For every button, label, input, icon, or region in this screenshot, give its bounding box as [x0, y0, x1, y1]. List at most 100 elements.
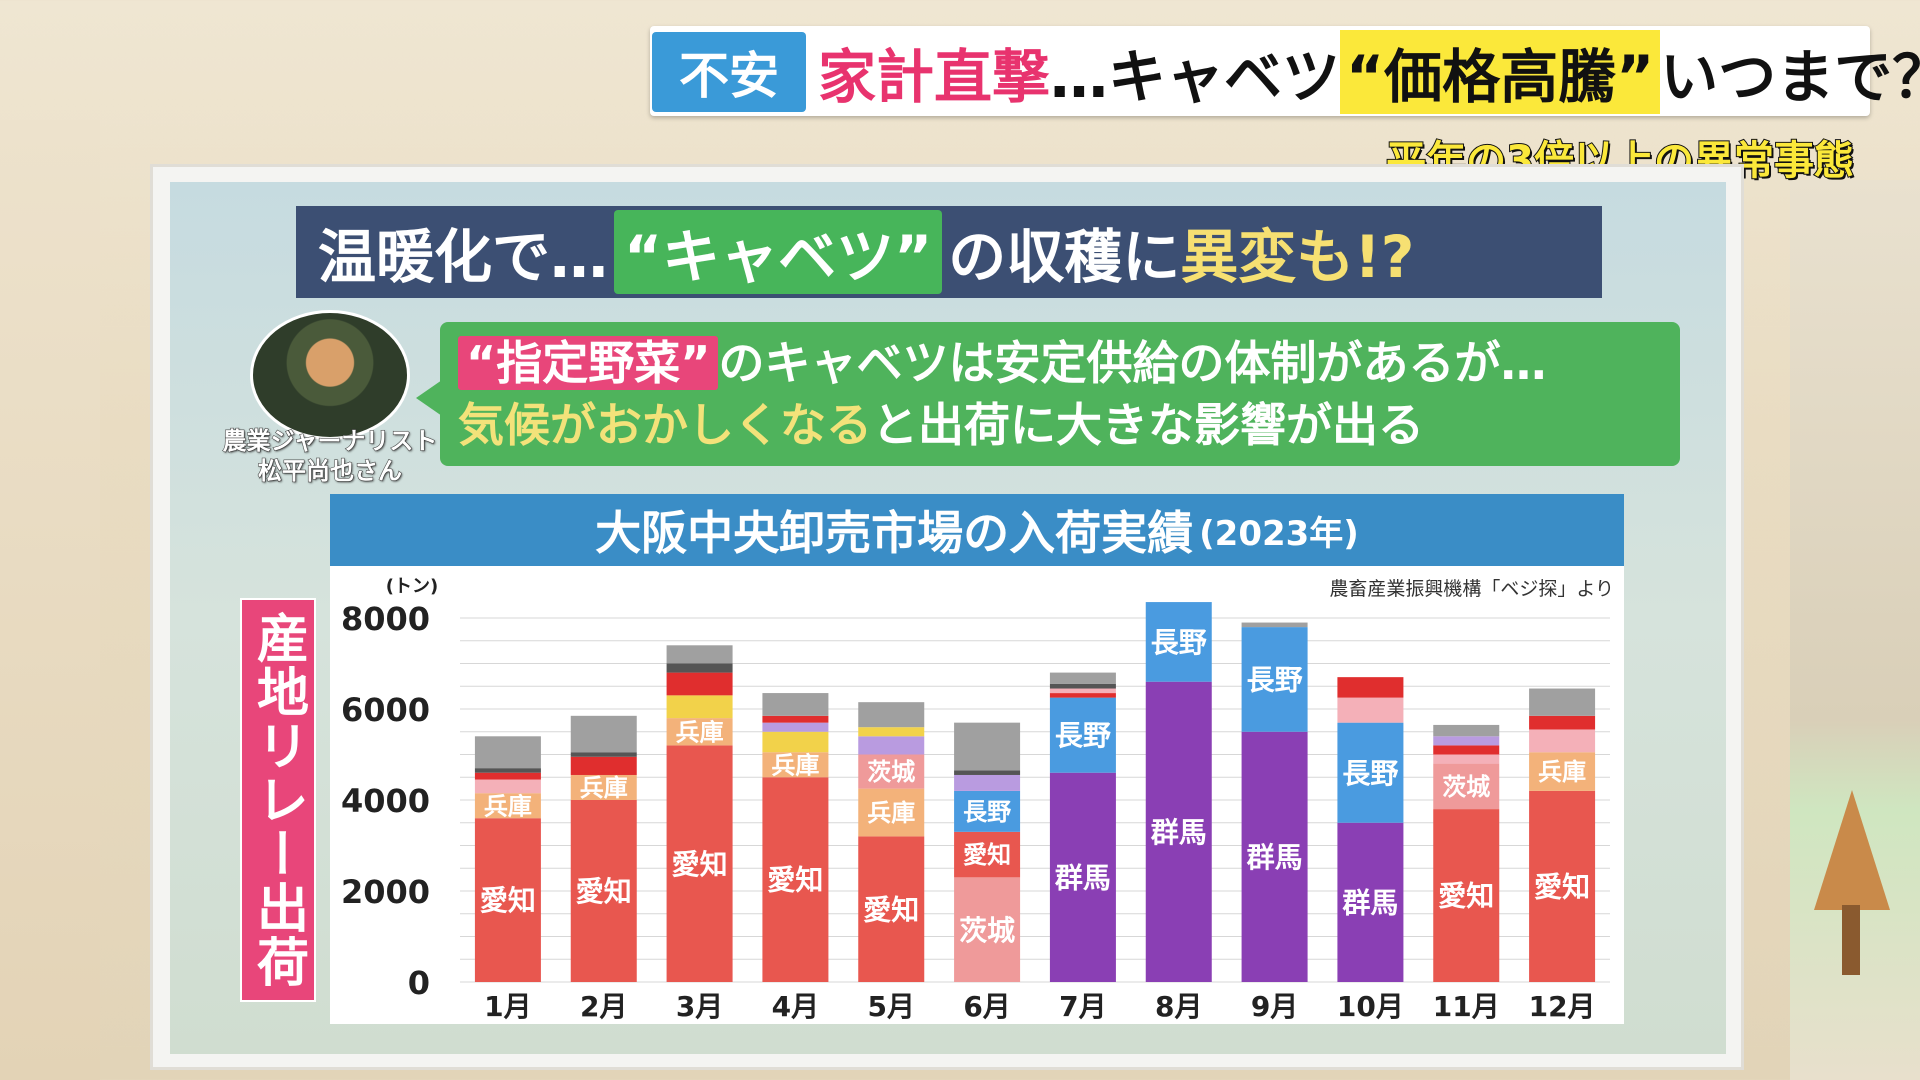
- topic-badge: 不安: [652, 32, 806, 112]
- relay-label: 産地リレー出荷: [240, 598, 316, 1002]
- bar-segment: [570, 752, 637, 757]
- bar-segment-label: 群馬: [1055, 861, 1111, 894]
- bar-segment: [666, 663, 733, 673]
- board-title-highlight2: 異変も!?: [1180, 223, 1415, 291]
- speech-line2-highlight: 気候がおかしくなる: [458, 398, 872, 452]
- bar-segment-label: 愛知: [863, 893, 919, 926]
- bar-segment-label: 兵庫: [484, 792, 532, 820]
- bar-segment: [666, 645, 733, 664]
- headline-telop: [650, 26, 1870, 116]
- speech-bubble: “指定野菜” のキャベツは安定供給の体制があるが… 気候がおかしくなると出荷に大き…: [440, 322, 1680, 466]
- bar-segment: [954, 770, 1021, 775]
- bar-segment: [1529, 790, 1596, 982]
- bar-segment-label: 群馬: [1247, 841, 1303, 874]
- speech-line-2: 気候がおかしくなると出荷に大きな影響が出る: [458, 394, 1662, 456]
- bar-segment: [1049, 672, 1116, 684]
- bar-segment: [1241, 627, 1308, 732]
- bar-segment-label: 愛知: [1534, 871, 1590, 904]
- bar-segment: [570, 800, 637, 982]
- bar-segment: [1529, 688, 1596, 716]
- x-tick-label: 4月: [772, 990, 819, 1023]
- bar-segment: [762, 752, 829, 778]
- bar-segment-label: 愛知: [1438, 880, 1494, 913]
- bar-segment: [858, 702, 925, 728]
- bar-segment: [1337, 722, 1404, 823]
- bar-segment-label: 茨城: [959, 914, 1015, 947]
- decor-tree-trunk: [1842, 905, 1860, 975]
- y-tick-label: 4000: [341, 782, 430, 820]
- bar-segment: [1049, 697, 1116, 773]
- bar-segment-label: 群馬: [1151, 816, 1207, 849]
- bar-segment: [1433, 745, 1500, 755]
- bar-segment: [1433, 809, 1500, 982]
- speech-line1-highlight: “指定野菜”: [458, 336, 719, 390]
- speech-line-1: “指定野菜” のキャベツは安定供給の体制があるが…: [458, 332, 1662, 394]
- bar-segment: [666, 672, 733, 696]
- studio-wall-left: [0, 120, 100, 1080]
- bar-segment: [1529, 729, 1596, 753]
- bar-segment: [474, 818, 541, 982]
- bar-segment: [666, 695, 733, 719]
- bar-segment: [762, 731, 829, 753]
- bar-segment-label: 愛知: [480, 884, 536, 917]
- bar-segment: [954, 790, 1021, 832]
- headline-part1: 家計直撃: [818, 43, 1051, 111]
- chart-source: 農畜産業振興機構「ベジ探」より: [1329, 578, 1614, 600]
- journalist-caption: 農業ジャーナリスト 松平尚也さん: [210, 426, 450, 486]
- bar-segment: [1049, 693, 1116, 698]
- bar-segment: [570, 756, 637, 775]
- journalist-avatar: [250, 310, 410, 440]
- bar-segment-label: 兵庫: [867, 799, 915, 827]
- bar-segment: [1529, 715, 1596, 730]
- board-title-part2: の収穫に: [948, 223, 1181, 291]
- bar-segment: [1049, 772, 1116, 982]
- bar-segment: [1145, 602, 1212, 682]
- x-tick-label: 12月: [1529, 990, 1596, 1023]
- bar-segment: [1433, 724, 1500, 737]
- journalist-name: 松平尚也さん: [258, 457, 403, 486]
- x-tick-label: 11月: [1433, 990, 1500, 1023]
- x-tick-label: 10月: [1337, 990, 1404, 1023]
- bar-segment: [1241, 622, 1308, 628]
- bar-segment-label: 長野: [1342, 757, 1398, 790]
- bar-segment: [762, 715, 829, 723]
- bar-segment-label: 兵庫: [1538, 758, 1586, 786]
- y-axis-unit: (トン): [386, 576, 438, 597]
- bar-segment: [954, 877, 1021, 982]
- bar-segment: [1433, 763, 1500, 810]
- speech-bubble-tail: [416, 380, 442, 416]
- x-tick-label: 2月: [580, 990, 627, 1023]
- x-tick-label: 8月: [1155, 990, 1202, 1023]
- bar-segment: [1529, 752, 1596, 791]
- headline-part3: いつまで？: [1660, 43, 1920, 111]
- bar-segment: [474, 736, 541, 769]
- bar-segment: [1337, 697, 1404, 723]
- bar-segment-label: 長野: [1247, 664, 1303, 697]
- journalist-title: 農業ジャーナリスト: [222, 427, 438, 456]
- x-tick-label: 5月: [868, 990, 915, 1023]
- board-title: 温暖化で… “キャベツ” の収穫に 異変も!?: [296, 206, 1602, 298]
- speech-line1-rest: のキャベツは安定供給の体制があるが…: [718, 336, 1547, 390]
- bar-segment: [858, 736, 925, 755]
- y-tick-label: 8000: [341, 600, 430, 638]
- y-tick-label: 2000: [341, 873, 430, 911]
- bar-segment: [1337, 677, 1404, 698]
- bar-segment-label: 長野: [1151, 626, 1207, 659]
- bar-segment: [762, 693, 829, 716]
- decor-tree: [1814, 790, 1890, 910]
- bar-segment: [762, 722, 829, 732]
- bar-segment: [570, 774, 637, 800]
- chart-title: 大阪中央卸売市場の入荷実績 (2023年): [330, 494, 1624, 566]
- bar-segment-label: 長野: [963, 798, 1011, 826]
- bar-segment-label: 愛知: [672, 848, 728, 881]
- headline-part2: …キャベツ: [1050, 43, 1341, 111]
- bar-segment: [1433, 754, 1500, 764]
- speech-line2-rest: と出荷に大きな影響が出る: [872, 398, 1424, 452]
- bar-segment-label: 兵庫: [676, 718, 724, 746]
- bar-segment: [1049, 688, 1116, 694]
- bar-segment: [474, 768, 541, 773]
- bar-segment: [1241, 731, 1308, 982]
- headline-text: 家計直撃 …キャベツ “価格高騰” いつまで？: [818, 24, 1920, 120]
- y-tick-label: 6000: [341, 691, 430, 729]
- bar-segment: [1433, 736, 1500, 746]
